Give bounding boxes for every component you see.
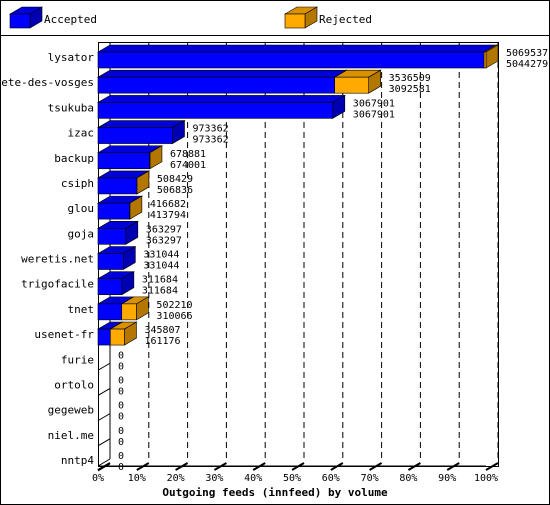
x-tick-label: 80% xyxy=(399,473,417,484)
total-label: 0 xyxy=(118,350,124,361)
value-label: 0 xyxy=(118,437,124,448)
total-label: 311684 xyxy=(142,275,178,286)
bar-top xyxy=(96,44,498,53)
x-tick-label: 20% xyxy=(167,473,185,484)
zero-bar xyxy=(97,463,111,472)
value-label: 674001 xyxy=(170,160,206,171)
total-label: 331044 xyxy=(143,250,179,261)
y-tick-label: niel.me xyxy=(48,429,94,442)
value-label: 363297 xyxy=(146,235,182,246)
value-label: 0 xyxy=(118,412,124,423)
zero-bar xyxy=(97,438,111,447)
bar xyxy=(97,127,173,144)
bar xyxy=(483,51,487,69)
total-label: 363297 xyxy=(146,224,182,235)
bar-top xyxy=(96,120,186,128)
x-tick-label: 70% xyxy=(361,473,379,484)
legend-swatch xyxy=(9,13,31,29)
x-tick-label: 100% xyxy=(474,473,498,484)
value-label: 331044 xyxy=(143,261,179,272)
value-label: 3092581 xyxy=(389,84,431,95)
x-axis-label: Outgoing feeds (innfeed) by volume xyxy=(162,486,388,499)
y-tick-label: lysator xyxy=(48,51,95,64)
y-tick-label: weretis.net xyxy=(21,253,94,266)
total-label: 0 xyxy=(118,401,124,412)
value-label: 0 xyxy=(118,361,124,372)
x-tick-label: 90% xyxy=(438,473,456,484)
bar-top xyxy=(96,69,348,78)
y-tick-label: usenet-fr xyxy=(34,328,94,341)
x-tick-label: 60% xyxy=(322,473,340,484)
bar-top xyxy=(96,95,346,103)
zero-bar xyxy=(97,388,111,396)
bar xyxy=(97,202,130,220)
total-label: 345807 xyxy=(144,325,180,336)
y-tick-label: csiph xyxy=(61,177,94,190)
bar xyxy=(110,328,125,346)
y-tick-label: nntp4 xyxy=(61,454,94,467)
bar xyxy=(97,102,334,119)
value-label: 311684 xyxy=(142,286,178,297)
y-tick-label: backup xyxy=(54,152,94,165)
value-label: 310066 xyxy=(156,311,192,322)
bar xyxy=(121,303,137,321)
x-tick-label: 40% xyxy=(244,473,262,484)
y-tick-label: gegeweb xyxy=(48,404,94,417)
axis-floor xyxy=(97,458,111,467)
total-label: 0 xyxy=(118,426,124,437)
bar xyxy=(97,328,111,346)
total-label: 508429 xyxy=(157,174,193,185)
zero-bar xyxy=(97,413,111,422)
bar xyxy=(97,303,123,321)
y-tick-label: trigofacile xyxy=(21,278,94,291)
legend-label: Rejected xyxy=(319,13,372,26)
value-label: 161176 xyxy=(144,336,180,347)
bar xyxy=(97,51,485,69)
bar xyxy=(97,152,150,170)
total-label: 973362 xyxy=(192,124,228,135)
total-label: 0 xyxy=(118,451,124,462)
legend-label: Accepted xyxy=(44,13,97,26)
x-tick-label: 0% xyxy=(92,473,104,484)
bar xyxy=(97,228,127,245)
value-label: 506836 xyxy=(157,185,193,196)
value-label: 973362 xyxy=(192,135,228,146)
zero-bar xyxy=(97,362,111,371)
total-label: 678881 xyxy=(170,149,206,160)
x-tick-label: 50% xyxy=(283,473,301,484)
value-label: 413794 xyxy=(150,210,186,221)
bar xyxy=(97,278,123,295)
y-tick-label: glou xyxy=(68,202,95,215)
total-label: 5069537 xyxy=(506,48,548,59)
value-label: 0 xyxy=(118,386,124,397)
x-tick xyxy=(485,462,499,471)
total-label: 3067901 xyxy=(353,98,395,109)
x-tick-label: 30% xyxy=(205,473,223,484)
value-label: 0 xyxy=(118,462,124,473)
bar xyxy=(97,253,124,270)
legend-swatch xyxy=(284,13,306,29)
bar xyxy=(334,76,369,94)
y-tick-label: ortolo xyxy=(54,378,94,391)
value-label: 3067901 xyxy=(353,109,395,120)
value-label: 5044279 xyxy=(506,59,548,70)
bar xyxy=(97,177,138,195)
y-tick-label: bete-des-vosges xyxy=(0,76,94,89)
total-label: 502210 xyxy=(156,300,192,311)
bar xyxy=(97,76,335,94)
y-tick-label: tsukuba xyxy=(48,101,94,114)
total-label: 3536509 xyxy=(389,73,431,84)
x-tick-label: 10% xyxy=(128,473,146,484)
total-label: 416682 xyxy=(150,199,186,210)
total-label: 0 xyxy=(118,375,124,386)
y-tick-label: furie xyxy=(61,353,94,366)
y-tick-label: goja xyxy=(68,227,95,240)
y-tick-label: tnet xyxy=(68,303,95,316)
y-tick-label: izac xyxy=(68,127,95,140)
